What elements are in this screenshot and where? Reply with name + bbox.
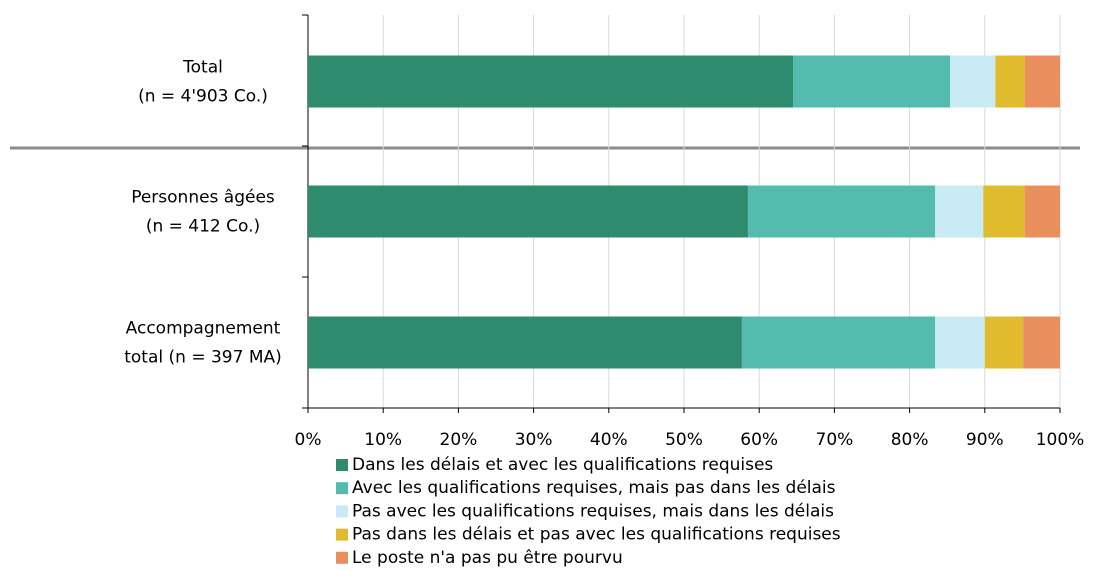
x-tick-label: 90%: [966, 430, 1004, 450]
bar-segment: [1024, 55, 1060, 108]
bar-segment: [741, 316, 936, 369]
bar-segment: [308, 55, 794, 108]
x-tick-label: 10%: [364, 430, 402, 450]
bar-segment: [950, 55, 996, 108]
y-tick-label: total (n = 397 MA): [124, 348, 282, 368]
bar-segment: [935, 185, 984, 238]
bar-segment: [983, 185, 1025, 238]
legend-swatch: [336, 551, 348, 564]
y-tick-label: Personnes âgées: [131, 188, 275, 208]
legend-swatch: [336, 482, 348, 495]
legend-label: Avec les qualifications requises, mais p…: [352, 478, 836, 498]
bar-segment: [984, 316, 1024, 369]
bar-segment: [1023, 316, 1060, 369]
y-tick-label: (n = 4'903 Co.): [138, 87, 268, 107]
x-tick-label: 50%: [665, 430, 703, 450]
bar-segment: [935, 316, 985, 369]
x-tick-label: 60%: [740, 430, 778, 450]
bar-segment: [308, 185, 748, 238]
x-tick-label: 100%: [1036, 430, 1085, 450]
y-tick-label: Total: [182, 58, 223, 78]
legend-label: Pas avec les qualifications requises, ma…: [352, 501, 834, 521]
bar-segment: [793, 55, 951, 108]
x-tick-label: 80%: [891, 430, 929, 450]
y-tick-label: (n = 412 Co.): [146, 217, 260, 237]
bar-segment: [747, 185, 936, 238]
legend-swatch: [336, 505, 348, 518]
x-tick-label: 70%: [816, 430, 854, 450]
bar-segment: [1024, 185, 1060, 238]
x-tick-label: 0%: [295, 430, 322, 450]
x-tick-label: 20%: [440, 430, 478, 450]
legend-label: Le poste n'a pas pu être pourvu: [352, 548, 623, 568]
legend-label: Dans les délais et avec les qualificatio…: [352, 455, 773, 475]
legend-label: Pas dans les délais et pas avec les qual…: [352, 525, 841, 545]
bar-segment: [308, 316, 742, 369]
bar-segment: [995, 55, 1025, 108]
x-tick-label: 30%: [515, 430, 553, 450]
x-tick-label: 40%: [590, 430, 628, 450]
legend-swatch: [336, 528, 348, 541]
legend-swatch: [336, 459, 348, 471]
y-tick-label: Accompagnement: [126, 319, 281, 339]
